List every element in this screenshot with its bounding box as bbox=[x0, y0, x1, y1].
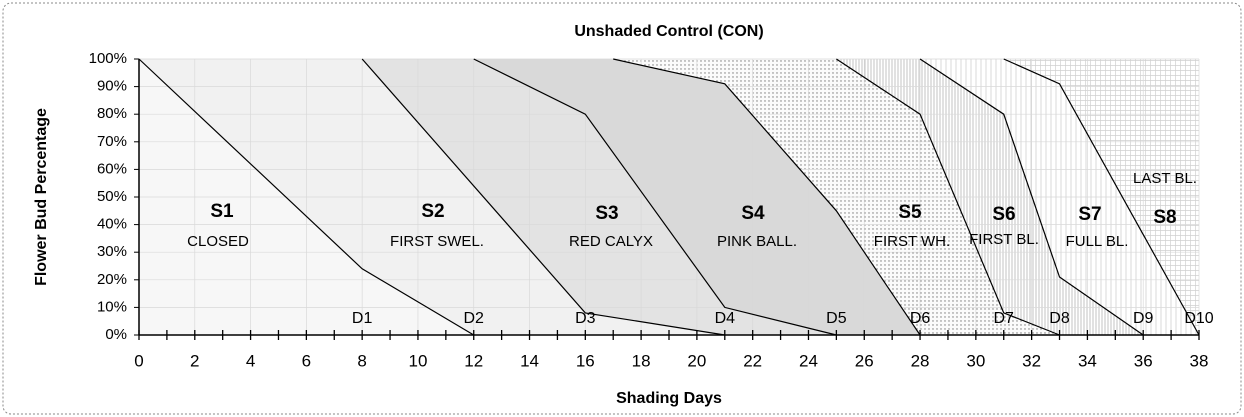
x-tick-label: 10 bbox=[408, 351, 427, 370]
x-tick-label: 18 bbox=[632, 351, 651, 370]
day-label: D8 bbox=[1049, 310, 1070, 327]
day-label: D7 bbox=[994, 310, 1015, 327]
boundary-line bbox=[1003, 58, 1200, 336]
y-tick-label: 40% bbox=[97, 216, 127, 233]
x-tick-label: 32 bbox=[1022, 351, 1041, 370]
stage-name: FIRST BL. bbox=[969, 231, 1039, 248]
y-tick-label: 10% bbox=[97, 298, 127, 315]
y-tick-label: 60% bbox=[97, 160, 127, 177]
y-axis-title: Flower Bud Percentage bbox=[33, 108, 50, 286]
x-tick-label: 34 bbox=[1078, 351, 1097, 370]
day-label: D5 bbox=[826, 310, 847, 327]
day-label: D2 bbox=[464, 310, 485, 327]
stage-code: S5 bbox=[898, 202, 922, 223]
x-tick-label: 6 bbox=[302, 351, 311, 370]
stage-code: S6 bbox=[992, 204, 1015, 225]
boundary-line bbox=[613, 58, 921, 336]
y-tick-label: 70% bbox=[97, 133, 127, 150]
boundary-line bbox=[473, 58, 837, 336]
stage-code: S1 bbox=[210, 201, 234, 222]
stage-name: FIRST WH. bbox=[874, 233, 950, 250]
x-tick-label: 0 bbox=[134, 351, 143, 370]
stage-area bbox=[1003, 59, 1199, 335]
boundary-line bbox=[919, 58, 1144, 336]
day-label: D10 bbox=[1184, 310, 1213, 327]
stage-name: FULL BL. bbox=[1066, 233, 1129, 250]
stage-code: S8 bbox=[1153, 207, 1176, 228]
y-tick-label: 90% bbox=[97, 78, 127, 95]
boundary-line bbox=[836, 58, 1060, 336]
stage-name: FIRST SWEL. bbox=[390, 233, 484, 250]
x-tick-label: 12 bbox=[464, 351, 483, 370]
day-label: D9 bbox=[1133, 310, 1154, 327]
x-tick-label: 38 bbox=[1190, 351, 1209, 370]
x-tick-label: 14 bbox=[520, 351, 539, 370]
boundary-line bbox=[138, 58, 475, 336]
stage-code: S2 bbox=[421, 201, 444, 222]
chart-title: Unshaded Control (CON) bbox=[574, 23, 763, 40]
x-tick-label: 8 bbox=[357, 351, 366, 370]
x-tick-label: 24 bbox=[799, 351, 818, 370]
y-tick-label: 50% bbox=[97, 188, 127, 205]
x-tick-label: 4 bbox=[246, 351, 255, 370]
x-axis-title: Shading Days bbox=[616, 390, 722, 407]
stage-code: S7 bbox=[1078, 204, 1101, 225]
y-tick-label: 20% bbox=[97, 271, 127, 288]
day-label: D3 bbox=[575, 310, 596, 327]
x-tick-label: 26 bbox=[855, 351, 874, 370]
y-tick-label: 0% bbox=[105, 326, 127, 343]
day-label: D1 bbox=[352, 310, 373, 327]
day-label: D4 bbox=[715, 310, 736, 327]
stage-name: PINK BALL. bbox=[717, 233, 797, 250]
day-label: D6 bbox=[910, 310, 931, 327]
boundary-line bbox=[361, 58, 725, 336]
stage-code: S4 bbox=[741, 203, 765, 224]
y-tick-label: 30% bbox=[97, 243, 127, 260]
x-tick-label: 28 bbox=[911, 351, 930, 370]
x-tick-label: 36 bbox=[1134, 351, 1153, 370]
stage-name: RED CALYX bbox=[569, 233, 653, 250]
stage-name: LAST BL. bbox=[1133, 170, 1197, 187]
stage-code: S3 bbox=[595, 203, 618, 224]
x-tick-label: 20 bbox=[687, 351, 706, 370]
x-tick-label: 2 bbox=[190, 351, 199, 370]
x-tick-label: 22 bbox=[743, 351, 762, 370]
x-tick-label: 16 bbox=[576, 351, 595, 370]
y-tick-label: 100% bbox=[89, 50, 127, 67]
stage-name: CLOSED bbox=[187, 233, 249, 250]
y-tick-label: 80% bbox=[97, 105, 127, 122]
plot-area: 0%10%20%30%40%50%60%70%80%90%100%0 2 4 6 8 10… bbox=[89, 50, 1214, 371]
x-tick-label: 30 bbox=[966, 351, 985, 370]
